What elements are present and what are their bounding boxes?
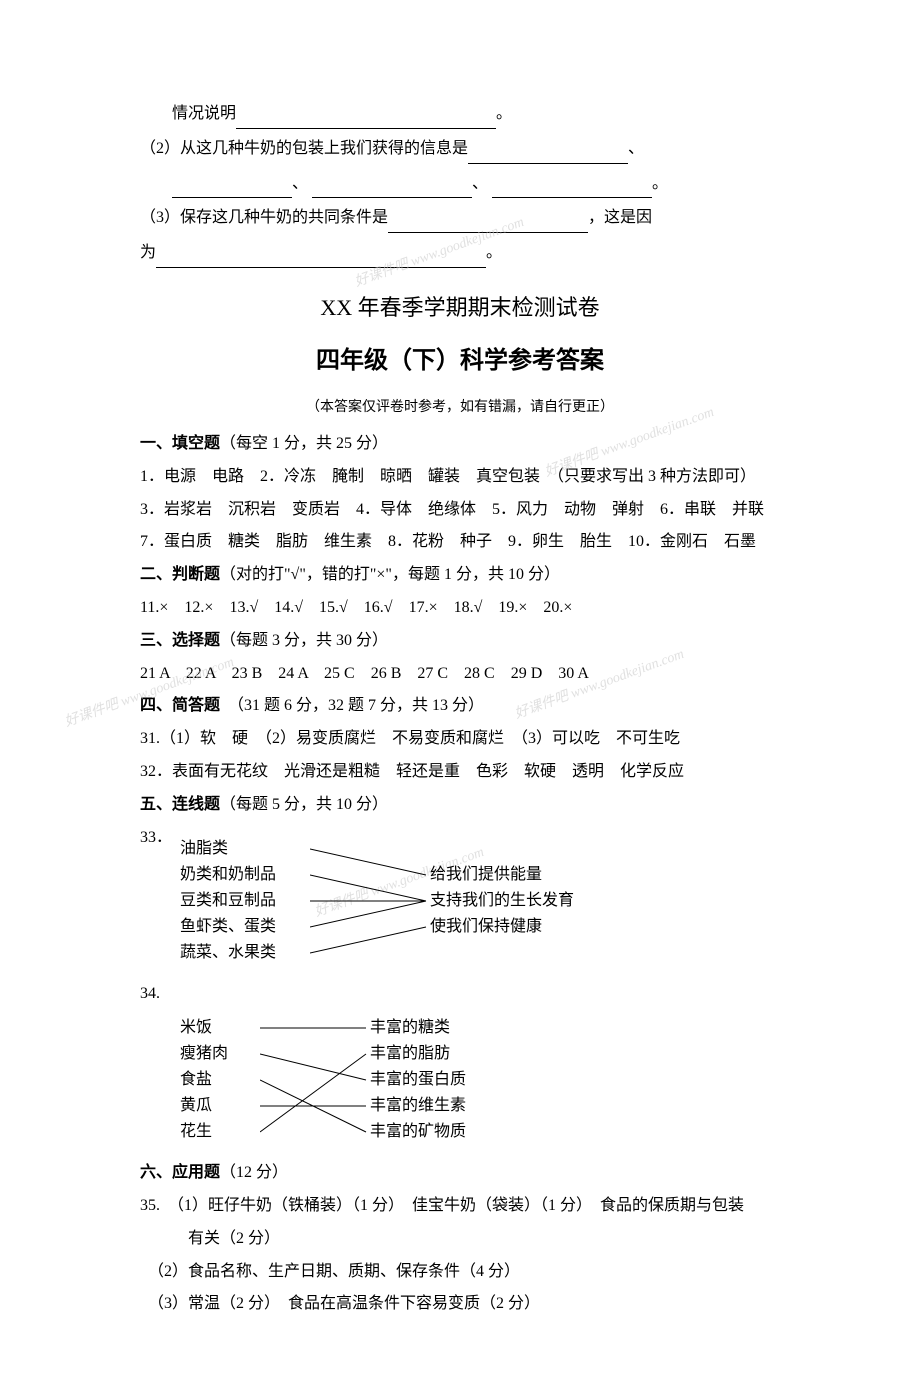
sec2-note: （对的打"√"，错的打"×"，每题 1 分，共 10 分） — [220, 566, 560, 583]
match-left-item: 豆类和豆制品 — [180, 888, 310, 914]
match-right-item: 给我们提供能量 — [430, 862, 542, 888]
blank-field — [172, 179, 292, 198]
title-line-1: XX 年春季学期期末检测试卷 — [140, 288, 780, 328]
section-2-head: 二、判断题（对的打"√"，错的打"×"，每题 1 分，共 10 分） — [140, 561, 780, 590]
blank-field — [156, 249, 486, 268]
sec3-head: 三、选择题 — [140, 632, 220, 649]
matching-diagram-34: 米饭瘦猪肉食盐黄瓜花生 丰富的糖类丰富的脂肪丰富的蛋白质丰富的维生素丰富的矿物质 — [180, 1015, 780, 1145]
section-1-head: 一、填空题（每空 1 分，共 25 分） — [140, 430, 780, 459]
section-5-head: 五、连线题（每题 5 分，共 10 分） — [140, 791, 780, 820]
period: 。 — [652, 175, 668, 192]
section-6-head: 六、应用题（12 分） — [140, 1159, 780, 1188]
match-left-item: 鱼虾类、蛋类 — [180, 914, 310, 940]
sec5-note: （每题 5 分，共 10 分） — [220, 796, 388, 813]
q2-prefix: （2）从这几种牛奶的包装上我们获得的信息是 — [140, 140, 468, 157]
sep: 、 — [628, 140, 644, 157]
match-right-item: 丰富的矿物质 — [370, 1119, 466, 1145]
match-left-item: 食盐 — [180, 1067, 260, 1093]
q3-line2-prefix: 为 — [140, 244, 156, 261]
sec4-a31: 31.（1）软 硬 （2）易变质腐烂 不易变质和腐烂 （3）可以吃 不可生吃 — [140, 725, 780, 754]
sec4-a32: 32．表面有无花纹 光滑还是粗糙 轻还是重 色彩 软硬 透明 化学反应 — [140, 758, 780, 787]
sec1-a3: 3．岩浆岩 沉积岩 变质岩 4．导体 绝缘体 5．风力 动物 弹射 6．串联 并… — [140, 496, 780, 525]
blank-field — [492, 179, 652, 198]
sec6-a35-1: 35. （1）旺仔牛奶（铁桶装）（1 分） 佳宝牛奶（袋装）（1 分） 食品的保… — [140, 1192, 780, 1221]
sec4-head: 四、简答题 — [140, 697, 220, 714]
match-right-item: 使我们保持健康 — [430, 914, 542, 940]
sec6-note: （12 分） — [220, 1164, 288, 1181]
match-left-item: 奶类和奶制品 — [180, 862, 310, 888]
sec2-answers: 11.× 12.× 13.√ 14.√ 15.√ 16.√ 17.× 18.√ … — [140, 594, 780, 623]
match-right-item: 丰富的脂肪 — [370, 1041, 450, 1067]
match-right-item: 丰富的维生素 — [370, 1093, 466, 1119]
period: 。 — [486, 244, 502, 261]
sec6-a35-2: （2）食品名称、生产日期、质期、保存条件（4 分） — [140, 1258, 780, 1287]
sec6-a35-3: （3）常温（2 分） 食品在高温条件下容易变质（2 分） — [140, 1290, 780, 1319]
sep: 、 — [292, 175, 308, 192]
intro-q3-line2: 为。 — [140, 239, 780, 268]
match-left-item: 黄瓜 — [180, 1093, 260, 1119]
match-right-item: 丰富的蛋白质 — [370, 1067, 466, 1093]
blank-field — [312, 179, 472, 198]
match-left-item: 米饭 — [180, 1015, 260, 1041]
q34-label: 34. — [140, 980, 780, 1009]
document-page: 好课件吧 www.goodkejian.com 好课件吧 www.goodkej… — [140, 100, 780, 1319]
match-left-item: 油脂类 — [180, 836, 310, 862]
sec1-note: （每空 1 分，共 25 分） — [220, 435, 388, 452]
period: 。 — [496, 105, 512, 122]
match-left-item: 瘦猪肉 — [180, 1041, 260, 1067]
blank-field — [388, 214, 588, 233]
sec6-a35-1b: 有关（2 分） — [140, 1225, 780, 1254]
subtitle: （本答案仅评卷时参考，如有错漏，请自行更正） — [140, 395, 780, 420]
sec4-note: （31 题 6 分，32 题 7 分，共 13 分） — [220, 697, 484, 714]
intro-line-1: 情况说明 。 — [140, 100, 780, 129]
sep: 、 — [472, 175, 488, 192]
match-left-item: 花生 — [180, 1119, 260, 1145]
blank-field — [236, 110, 496, 129]
matching-diagram-33: 油脂类奶类和奶制品豆类和豆制品鱼虾类、蛋类蔬菜、水果类 给我们提供能量支持我们的生… — [180, 836, 780, 966]
q3-mid: ，这是因 — [588, 209, 652, 226]
intro-q2-line2: 、 、 。 — [140, 170, 780, 199]
sec5-head: 五、连线题 — [140, 796, 220, 813]
blank-field — [468, 144, 628, 163]
match-right-item: 丰富的糖类 — [370, 1015, 450, 1041]
match-lines-svg — [310, 836, 430, 966]
intro-q3-line1: （3）保存这几种牛奶的共同条件是 ，这是因 — [140, 204, 780, 233]
intro-q2-line1: （2）从这几种牛奶的包装上我们获得的信息是 、 — [140, 135, 780, 164]
match-left-item: 蔬菜、水果类 — [180, 940, 310, 966]
section-3-head: 三、选择题（每题 3 分，共 30 分） — [140, 627, 780, 656]
sec1-head: 一、填空题 — [140, 435, 220, 452]
sec2-head: 二、判断题 — [140, 566, 220, 583]
sec1-a1: 1．电源 电路 2．冷冻 腌制 晾晒 罐装 真空包装 （只要求写出 3 种方法即… — [140, 463, 780, 492]
q3-prefix: （3）保存这几种牛奶的共同条件是 — [140, 209, 388, 226]
sec6-head: 六、应用题 — [140, 1164, 220, 1181]
match-right-item: 支持我们的生长发育 — [430, 888, 574, 914]
title-line-2: 四年级（下）科学参考答案 — [140, 340, 780, 383]
sec3-answers: 21 A 22 A 23 B 24 A 25 C 26 B 27 C 28 C … — [140, 660, 780, 689]
section-4-head: 四、简答题 （31 题 6 分，32 题 7 分，共 13 分） — [140, 692, 780, 721]
sec3-note: （每题 3 分，共 30 分） — [220, 632, 388, 649]
match-lines-svg — [260, 1015, 370, 1145]
sec1-a7: 7．蛋白质 糖类 脂肪 维生素 8．花粉 种子 9．卵生 胎生 10．金刚石 石… — [140, 528, 780, 557]
intro-line1-prefix: 情况说明 — [172, 105, 236, 122]
